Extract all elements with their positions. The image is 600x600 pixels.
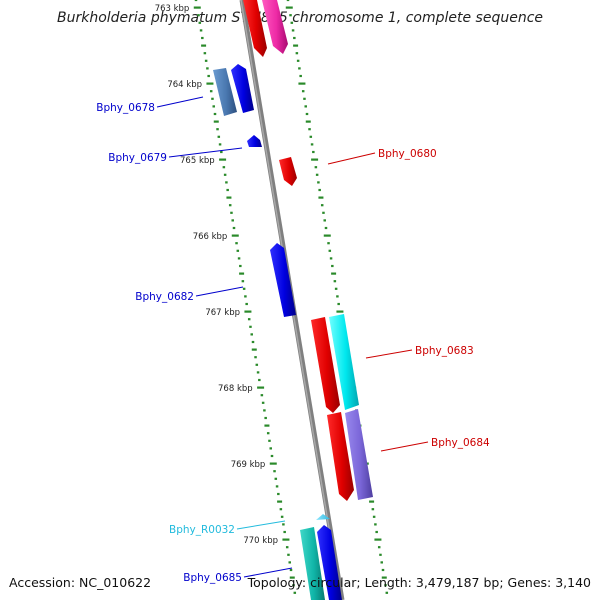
gene-label-bphy-0685: Bphy_0685 [183, 572, 242, 584]
leader-bphy-0683 [365, 349, 413, 359]
leader-bphy-0682 [195, 286, 244, 297]
gene-glyph-top-pink [262, 0, 288, 54]
gene-label-bphy-0678: Bphy_0678 [96, 102, 155, 114]
tick-label: 764 kbp [167, 80, 202, 90]
gene-glyph-bphy-r0032 [316, 514, 330, 520]
gene-glyph-bphy-0682 [270, 243, 296, 317]
leader-bphy-r0032 [236, 520, 286, 530]
tick-label: 763 kbp [155, 4, 190, 14]
tick-labels: 763 kbp 764 kbp 765 kbp 766 kbp 767 kbp 768 k… [155, 4, 278, 546]
gene-label-bphy-0682: Bphy_0682 [135, 291, 194, 303]
tick-label: 770 kbp [243, 536, 278, 546]
gene-glyph-bphy-0678-a [213, 68, 237, 116]
tick-label: 765 kbp [180, 156, 215, 166]
leader-bphy-0679 [168, 147, 243, 158]
accession-text: Accession: NC_010622 [9, 575, 152, 590]
gene-glyph-bphy-0685-a [300, 527, 325, 600]
map-title: Burkholderia phymatum STM815 chromosome … [56, 10, 543, 26]
gene-label-bphy-0684: Bphy_0684 [431, 437, 490, 449]
tick-label: 767 kbp [205, 308, 240, 318]
tick-label: 766 kbp [193, 232, 228, 242]
gene-glyph-bphy-0683-a [311, 317, 340, 413]
gene-glyph-bphy-0685-b [317, 525, 342, 600]
gene-glyph-bphy-0679 [247, 135, 262, 147]
gene-glyph-bphy-0680 [279, 157, 297, 186]
gene-label-bphy-r0032: Bphy_R0032 [169, 524, 235, 536]
tick-label: 769 kbp [231, 460, 266, 470]
gene-glyph-bphy-0683-b [329, 314, 359, 410]
topology-summary: Topology: circular; Length: 3,479,187 bp… [247, 575, 591, 590]
gene-glyph-bphy-0684-a [327, 412, 354, 501]
gene-label-bphy-0683: Bphy_0683 [415, 345, 474, 357]
tick-label: 768 kbp [218, 384, 253, 394]
tick-row-left [193, 0, 297, 594]
gene-glyph-bphy-0678-b [231, 64, 254, 113]
gene-glyph-top-red [243, 0, 267, 57]
gene-label-bphy-0680: Bphy_0680 [378, 148, 437, 160]
leader-bphy-0680 [327, 152, 376, 165]
leader-bphy-0678 [156, 96, 204, 108]
gene-label-bphy-0679: Bphy_0679 [108, 152, 167, 164]
gene-glyph-bphy-0684-b [345, 409, 373, 500]
leader-bphy-0685 [243, 567, 293, 578]
leader-bphy-0684 [380, 441, 429, 452]
tick-row-right [285, 0, 389, 594]
